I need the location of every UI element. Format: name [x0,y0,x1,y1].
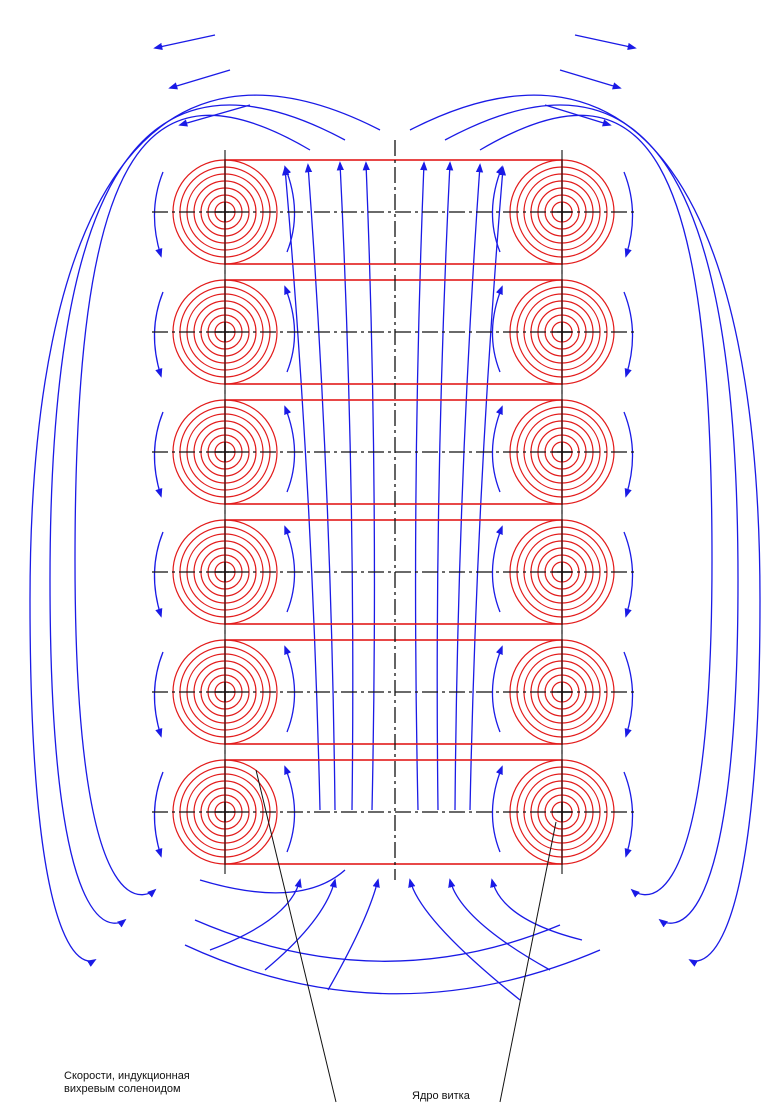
local-loop-arrow [491,165,503,253]
local-loop-arrow [623,291,634,378]
local-loop-arrow [284,645,296,733]
bottom-field-line [448,878,551,971]
inner-field-line [362,161,376,811]
inner-field-line [281,166,321,811]
lower-field-arc [199,869,346,894]
leader-line-left [255,769,337,1103]
local-loop-arrow [153,291,164,378]
centre-axes [152,140,634,880]
local-loop-arrow [623,651,634,738]
outer-field-line-right [479,114,713,898]
local-loop-arrow [284,405,296,493]
local-loop-arrow [284,285,296,373]
bottom-field-line [490,878,583,941]
lower-field-arc [184,944,601,995]
local-loop-arrow [491,645,503,733]
local-loop-arrow [491,405,503,493]
top-left-arrow [153,34,216,51]
local-loop-arrow [284,525,296,613]
inner-field-lines [209,161,583,1001]
local-loop-arrow [623,771,634,858]
outer-field-line-right [409,94,761,967]
local-loop-arrow [491,285,503,373]
top-left-arrow [168,69,231,90]
bottom-field-line [408,878,521,1001]
top-right-arrow [559,69,622,90]
local-loop-arrow [623,531,634,618]
inner-field-line [336,161,354,811]
outer-field-line-left [29,94,381,967]
annotation-induction: Скорости, индукционная вихревым соленоид… [64,1070,190,1096]
bottom-field-line [327,878,380,991]
local-loop-arrow [153,171,164,258]
inner-field-line [304,163,336,811]
leader-lines [255,769,557,1103]
outer-field-line-left [49,104,346,928]
local-loop-arrow [623,171,634,258]
inner-field-line [469,166,507,811]
coil-cross-sections [172,159,615,865]
local-loop-arrow [153,531,164,618]
bottom-field-line [209,878,302,951]
inner-field-line [436,161,454,811]
local-loop-arrow [284,165,296,253]
lower-field-arc [194,919,561,962]
local-loop-arrow [491,765,503,853]
local-field-loops [153,165,634,858]
top-left-arrow [178,104,251,127]
coil-turn-outlines [224,159,563,865]
leader-line-right [499,821,557,1103]
inner-field-line [454,163,484,811]
top-right-arrow [574,34,637,51]
local-loop-arrow [491,525,503,613]
outer-field-line-right [444,104,739,928]
local-loop-arrow [153,411,164,498]
local-loop-arrow [153,771,164,858]
bottom-field-line [264,878,337,971]
annotation-induction-line1: Скорости, индукционная [64,1070,190,1082]
local-loop-arrow [623,411,634,498]
local-loop-arrow [153,651,164,738]
top-right-arrow [544,104,612,127]
annotation-induction-line2: вихревым соленоидом [64,1083,181,1095]
outer-field-lines [29,34,761,995]
inner-field-line [414,161,428,811]
annotation-core: Ядро витка [412,1090,470,1102]
local-loop-arrow [284,765,296,853]
outer-field-line-left [74,114,311,898]
